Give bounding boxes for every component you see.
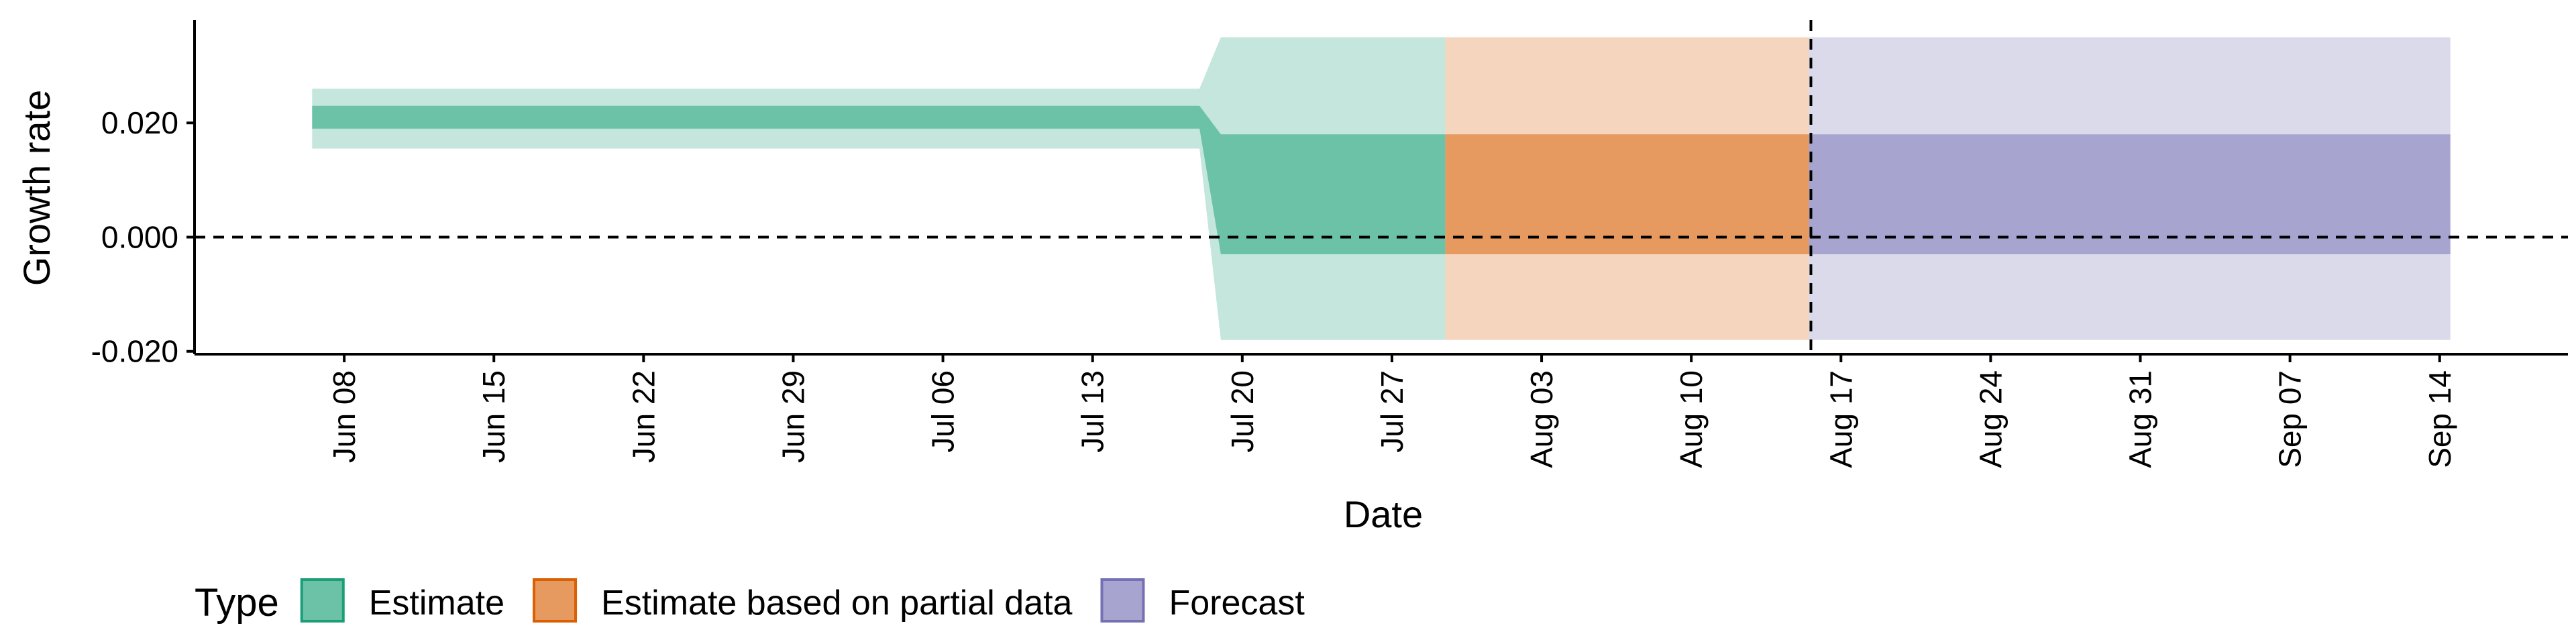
- estimate-based-on-partial-data-legend-label: Estimate based on partial data: [601, 584, 1073, 623]
- estimate-inner-band: [312, 105, 1446, 254]
- x-axis-ticks: Jun 08 Jun 15 Jun 22 Jun 29 Jul 06 Jul 13 Jul …: [327, 354, 2457, 468]
- x-tick-label: Jul 06: [926, 370, 961, 453]
- x-tick-label: Jun 29: [776, 370, 811, 463]
- y-tick-label: -0.020: [91, 334, 178, 369]
- x-tick-label: Jul 13: [1075, 370, 1110, 453]
- x-tick-label: Aug 31: [2123, 370, 2158, 468]
- estimate-legend-key: [300, 578, 345, 623]
- x-tick-label: Aug 03: [1524, 370, 1559, 468]
- x-tick-label: Jul 20: [1225, 370, 1260, 453]
- x-tick-label: Jun 08: [327, 370, 362, 463]
- x-tick-label: Jul 27: [1375, 370, 1409, 453]
- x-tick-label: Jun 22: [626, 370, 661, 463]
- estimate-legend-label: Estimate: [369, 584, 504, 623]
- axes-layer: [193, 20, 2568, 356]
- x-tick-label: Aug 17: [1823, 370, 1858, 468]
- x-axis-title: Date: [1344, 493, 1423, 535]
- ribbon-layer: [312, 37, 2451, 340]
- y-axis-title: Growth rate: [15, 90, 58, 286]
- y-tick-label: 0.020: [101, 105, 178, 140]
- legend-title: Type: [195, 581, 279, 625]
- reference-line-layer: [195, 20, 2568, 354]
- forecast-legend-key: [1100, 578, 1145, 623]
- x-tick-label: Aug 24: [1973, 370, 2008, 468]
- estimate-based-on-partial-data-legend-key: [533, 578, 578, 623]
- y-tick-label: 0.000: [101, 219, 178, 254]
- y-axis-ticks: 0.020 0.000 -0.020: [91, 105, 195, 369]
- forecast-inner-band: [1809, 134, 2451, 254]
- x-tick-label: Sep 07: [2273, 370, 2308, 468]
- x-tick-label: Jun 15: [476, 370, 511, 463]
- forecast-legend-label: Forecast: [1169, 584, 1305, 623]
- estimate-based-on-partial-data-inner-band: [1445, 134, 1809, 254]
- x-tick-label: Sep 14: [2422, 370, 2457, 468]
- legend: Type Estimate Estimate based on partial d…: [195, 578, 1305, 625]
- x-tick-label: Aug 10: [1674, 370, 1709, 468]
